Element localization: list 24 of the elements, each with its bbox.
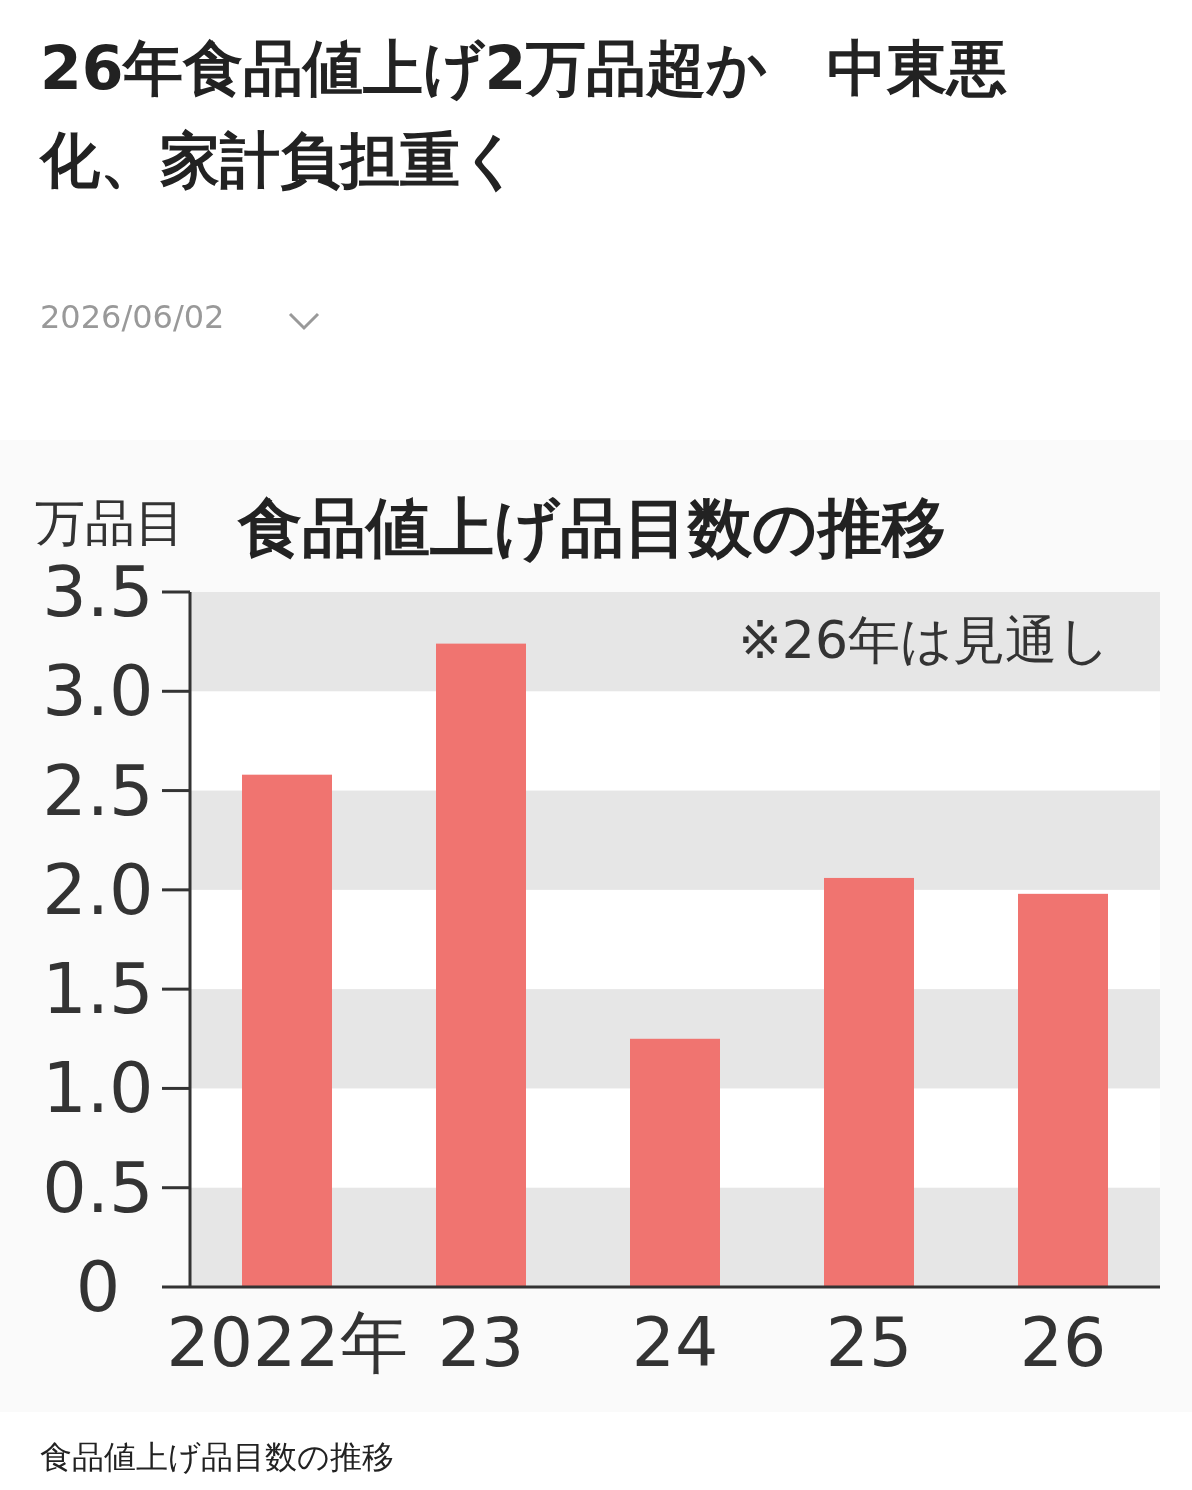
chart-title: 26年食品値上げ2万品超か 中東悪化、家計負担重く xyxy=(40,32,1009,197)
text: 2026/06/02 xyxy=(40,298,225,336)
bar xyxy=(630,1038,720,1287)
y-tick-label: 2.0 xyxy=(42,848,154,931)
x-tick-label: 2022年 xyxy=(166,1303,408,1382)
bar xyxy=(436,643,526,1287)
y-axis-title: 万品目 xyxy=(35,494,185,552)
text: 食品値上げ品目数の推移 xyxy=(40,1437,394,1478)
y-tick-label: 1.5 xyxy=(42,948,154,1031)
y-tick-label: 3.0 xyxy=(42,650,154,733)
annotation: ※26年は見通し xyxy=(738,610,1110,670)
chart-subtitle: 食品値上げ品目数の推移 xyxy=(237,491,946,565)
x-tick-label: 23 xyxy=(437,1303,525,1382)
y-tick-label: 1.0 xyxy=(42,1047,154,1130)
y-tick-label: 2.5 xyxy=(42,749,154,832)
x-tick-label: 25 xyxy=(825,1303,913,1382)
bar xyxy=(824,877,914,1287)
x-tick-label: 24 xyxy=(631,1303,719,1382)
y-tick-label: 3.5 xyxy=(42,551,154,633)
bar xyxy=(1018,893,1108,1287)
x-tick-label: 26 xyxy=(1019,1303,1107,1382)
y-tick-label: 0.5 xyxy=(42,1146,154,1229)
y-tick-label: 0 xyxy=(75,1246,121,1328)
bar xyxy=(242,774,332,1287)
